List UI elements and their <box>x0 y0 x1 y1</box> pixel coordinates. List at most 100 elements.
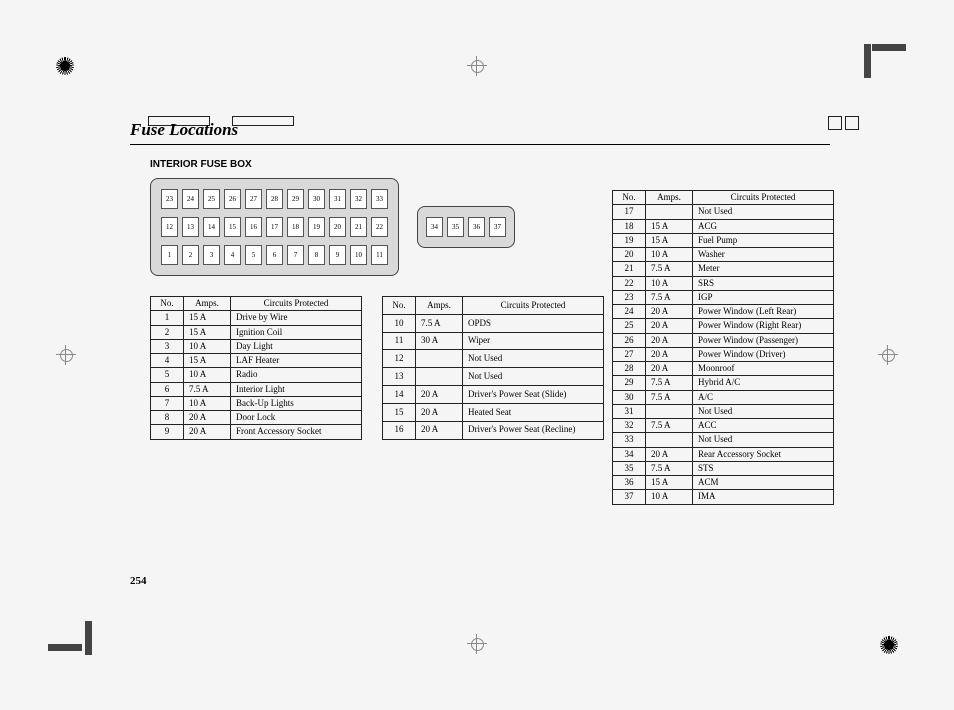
cell: 15 A <box>184 311 231 325</box>
crop-box-icon <box>828 116 859 130</box>
table-row: 107.5 AOPDS <box>383 314 604 332</box>
cell: 20 A <box>184 411 231 425</box>
cell: Driver's Power Seat (Slide) <box>463 386 604 404</box>
table-row: 2820 AMoonroof <box>613 362 834 376</box>
cell: Washer <box>693 248 834 262</box>
table-row: 17Not Used <box>613 205 834 219</box>
cell: Not Used <box>693 404 834 418</box>
table-row: 33Not Used <box>613 433 834 447</box>
section-subtitle: INTERIOR FUSE BOX <box>150 159 830 170</box>
cell <box>646 433 693 447</box>
cell: 20 A <box>646 319 693 333</box>
cell: Fuel Pump <box>693 233 834 247</box>
cell: 15 A <box>646 233 693 247</box>
col-header: No. <box>383 297 416 315</box>
table-row: 510 ARadio <box>151 368 362 382</box>
cell: 27 <box>613 347 646 361</box>
fuse-slot: 14 <box>203 217 220 237</box>
cell: 26 <box>613 333 646 347</box>
fuse-slot: 35 <box>447 217 464 237</box>
table-row: 327.5 AACC <box>613 419 834 433</box>
fuse-slot: 29 <box>287 189 304 209</box>
fuse-slot: 13 <box>182 217 199 237</box>
cell: 36 <box>613 476 646 490</box>
registration-mark-icon <box>56 57 74 75</box>
cell: Moonroof <box>693 362 834 376</box>
fuse-slot: 16 <box>245 217 262 237</box>
table-row: 2010 AWasher <box>613 248 834 262</box>
cell: 21 <box>613 262 646 276</box>
fuse-table-2: No.Amps.Circuits Protected107.5 AOPDS113… <box>382 296 604 440</box>
cell: Back-Up Lights <box>231 396 362 410</box>
fuse-slot: 23 <box>161 189 178 209</box>
cell: 20 A <box>646 305 693 319</box>
cell: Not Used <box>463 368 604 386</box>
table-row: 2420 APower Window (Left Rear) <box>613 305 834 319</box>
table-row: 820 ADoor Lock <box>151 411 362 425</box>
table-row: 115 ADrive by Wire <box>151 311 362 325</box>
col-header: Amps. <box>646 191 693 205</box>
fuse-slot: 7 <box>287 245 304 265</box>
cell: Not Used <box>693 205 834 219</box>
table-row: 67.5 AInterior Light <box>151 382 362 396</box>
col-header: Amps. <box>184 297 231 311</box>
col-header: No. <box>151 297 184 311</box>
col-header: Circuits Protected <box>463 297 604 315</box>
cell: 32 <box>613 419 646 433</box>
cell: 15 <box>383 403 416 421</box>
table-row: 3615 AACM <box>613 476 834 490</box>
fuse-slot: 4 <box>224 245 241 265</box>
cell: 19 <box>613 233 646 247</box>
cell: 15 A <box>184 354 231 368</box>
cell: Heated Seat <box>463 403 604 421</box>
fuse-slot: 9 <box>329 245 346 265</box>
fuse-slot: 25 <box>203 189 220 209</box>
col-header: Amps. <box>416 297 463 315</box>
table-row: 1815 AACG <box>613 219 834 233</box>
fusebox-main: 2324252627282930313233121314151617181920… <box>150 178 399 276</box>
cell: 29 <box>613 376 646 390</box>
cell: 33 <box>613 433 646 447</box>
cell: 5 <box>151 368 184 382</box>
cell: Interior Light <box>231 382 362 396</box>
fuse-table-1: No.Amps.Circuits Protected115 ADrive by … <box>150 296 362 440</box>
cell: 10 A <box>646 248 693 262</box>
table-row: 215 AIgnition Coil <box>151 325 362 339</box>
cell: Driver's Power Seat (Recline) <box>463 421 604 439</box>
cell: 12 <box>383 350 416 368</box>
fuse-slot: 12 <box>161 217 178 237</box>
cell: Wiper <box>463 332 604 350</box>
cell: Power Window (Right Rear) <box>693 319 834 333</box>
cell: 7 <box>151 396 184 410</box>
cell: ACC <box>693 419 834 433</box>
cell: Hybrid A/C <box>693 376 834 390</box>
cell: 20 A <box>416 421 463 439</box>
table-row: 3420 ARear Accessory Socket <box>613 447 834 461</box>
fuse-slot: 5 <box>245 245 262 265</box>
fuse-slot: 10 <box>350 245 367 265</box>
table-row: 31Not Used <box>613 404 834 418</box>
cell: 20 A <box>184 425 231 439</box>
fuse-slot: 15 <box>224 217 241 237</box>
cell: 7.5 A <box>646 419 693 433</box>
table-row: 307.5 AA/C <box>613 390 834 404</box>
cell: Front Accessory Socket <box>231 425 362 439</box>
cell: 7.5 A <box>416 314 463 332</box>
table-row: 415 ALAF Heater <box>151 354 362 368</box>
cell: 20 A <box>646 447 693 461</box>
crosshair-icon <box>467 56 487 76</box>
fuse-slot: 18 <box>287 217 304 237</box>
cell: Radio <box>231 368 362 382</box>
cell: 11 <box>383 332 416 350</box>
cell: ACM <box>693 476 834 490</box>
cell: 1 <box>151 311 184 325</box>
cell: 16 <box>383 421 416 439</box>
fuse-slot: 22 <box>371 217 388 237</box>
cell: 10 A <box>646 490 693 504</box>
table-row: 2210 ASRS <box>613 276 834 290</box>
fuse-slot: 24 <box>182 189 199 209</box>
page-number: 254 <box>130 575 147 587</box>
fuse-slot: 34 <box>426 217 443 237</box>
cell: 20 <box>613 248 646 262</box>
cell: IGP <box>693 290 834 304</box>
